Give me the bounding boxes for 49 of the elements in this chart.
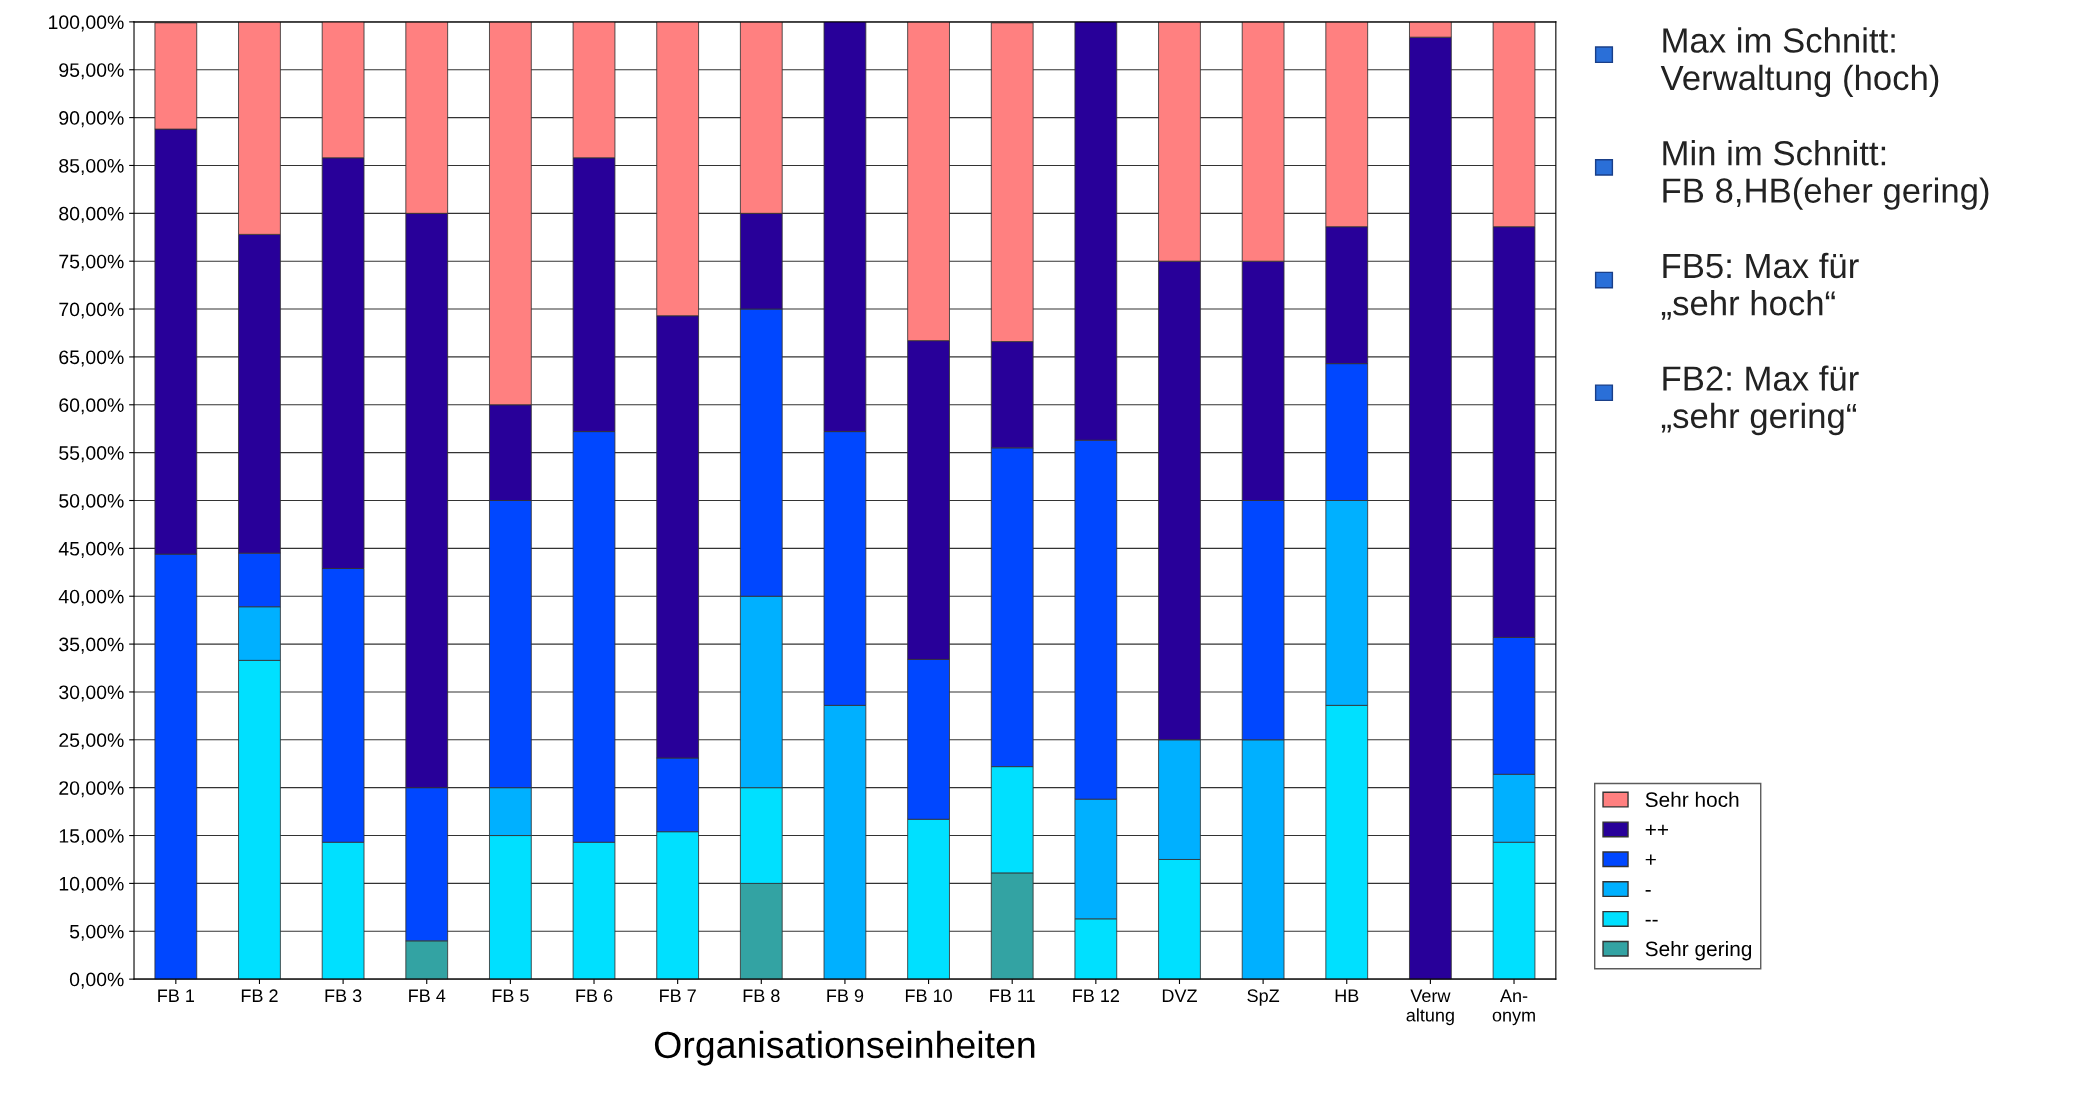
y-tick-label: 45,00% (58, 541, 124, 558)
y-tick-label: 85,00% (59, 158, 124, 175)
x-tick-label: FB 6 (576, 989, 613, 1003)
y-tick-label: 20,00% (59, 781, 124, 798)
x-tick-label: FB 3 (325, 989, 362, 1003)
x-tick-label: Verw altung (1406, 989, 1454, 1026)
x-tick-label: FB 8 (743, 989, 780, 1003)
legend-label: - (1645, 890, 1651, 892)
x-tick-label: SpZ (1247, 989, 1280, 1006)
legend-label: Sehr gering (1645, 940, 1752, 961)
legend-label: Sehr hoch (1645, 791, 1739, 808)
text: Max im Schnitt: Verwaltung (hoch) (1660, 27, 1939, 98)
y-tick-label: 15,00% (59, 829, 124, 846)
y-tick-label: 75,00% (59, 254, 124, 271)
y-tick-label: 50,00% (59, 493, 124, 511)
x-tick-label: FB 4 (409, 989, 446, 1002)
text: FB2: Max für „sehr gering“ (1661, 365, 1859, 436)
y-tick-label: 0,00% (69, 972, 124, 989)
y-tick-label: 55,00% (59, 446, 124, 463)
y-tick-label: 60,00% (59, 398, 124, 415)
y-tick-label: 40,00% (58, 589, 124, 606)
text: Min im Schnitt: FB 8,HB(eher gering) (1663, 140, 1989, 210)
legend-label: + (1645, 854, 1656, 865)
x-tick-label: An- onym (1492, 989, 1535, 1026)
x-tick-label: FB 9 (827, 989, 864, 1003)
y-tick-label: 65,00% (59, 350, 124, 367)
x-tick-label: FB 5 (492, 989, 529, 1003)
y-tick-label: 80,00% (59, 206, 124, 223)
x-tick-label: FB 7 (660, 989, 696, 1002)
x-axis-title: Organisationseinheiten (654, 1030, 1035, 1066)
x-tick-label: FB 2 (241, 989, 278, 1002)
y-tick-label: 95,00% (59, 63, 124, 80)
y-tick-label: 30,00% (59, 685, 124, 702)
y-tick-label: 100,00% (49, 15, 124, 32)
x-tick-label: FB 1 (158, 989, 195, 1002)
x-tick-label: FB 12 (1073, 989, 1120, 1002)
x-tick-label: FB 11 (990, 989, 1035, 1002)
x-tick-label: HB (1335, 989, 1359, 1002)
y-tick-label: 10,00% (59, 876, 124, 893)
text: FB5: Max für „sehr hoch“ (1661, 252, 1859, 320)
legend-label: ++ (1645, 824, 1668, 835)
y-tick-label: 5,00% (69, 924, 124, 941)
y-tick-label: 70,00% (59, 302, 124, 319)
legend-label: -- (1645, 919, 1658, 922)
y-tick-label: 35,00% (59, 637, 124, 654)
x-tick-label: FB 10 (905, 989, 952, 1003)
y-tick-label: 90,00% (59, 111, 124, 128)
x-tick-label: DVZ (1162, 989, 1197, 1002)
y-tick-label: 25,00% (59, 733, 124, 750)
